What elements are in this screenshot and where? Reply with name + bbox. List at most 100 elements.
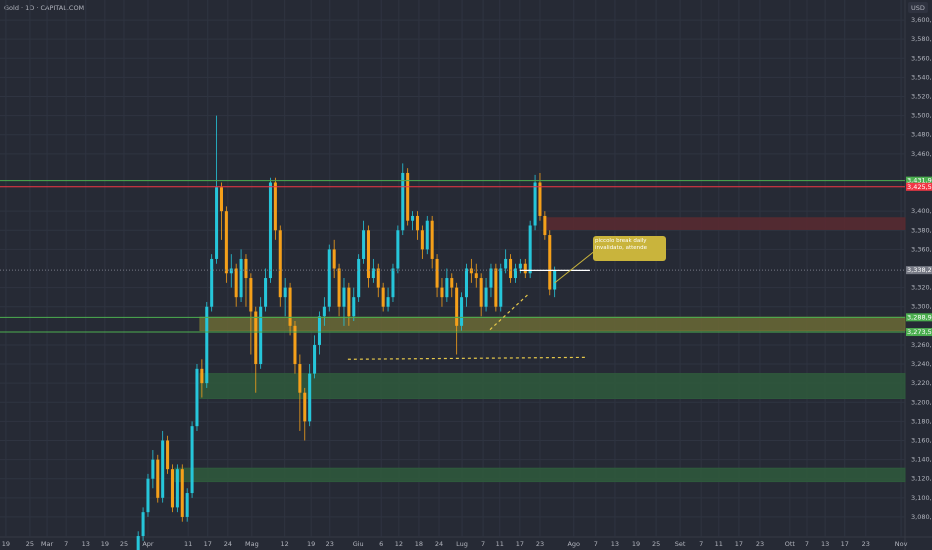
candle-body (396, 230, 400, 269)
x-tick-label: Ott (785, 540, 796, 548)
x-tick-label: 7 (64, 540, 68, 548)
candle-body (200, 368, 204, 384)
candle-body (156, 459, 160, 498)
x-tick-label: 11 (184, 540, 192, 548)
y-tick-label: 3,540,00 (911, 73, 932, 81)
y-tick-label: 3,260,00 (911, 341, 932, 349)
y-tick-label: 3,160,00 (911, 436, 932, 444)
candle-body (308, 373, 312, 422)
candle-body (464, 268, 468, 298)
candle-body (170, 469, 174, 508)
x-tick-label: Giu (353, 540, 364, 548)
y-tick-label: 3,520,00 (911, 93, 932, 101)
candle-body (278, 230, 282, 298)
x-tick-label: 25 (652, 540, 660, 548)
candle-body (362, 230, 366, 259)
x-tick-label: Mar (41, 540, 54, 548)
candle-body (538, 182, 542, 216)
y-tick-label: 3,380,00 (911, 226, 932, 234)
y-tick-label: 3,120,00 (911, 475, 932, 483)
candle-body (317, 316, 321, 345)
candle-body (528, 225, 532, 274)
candle-body (185, 493, 189, 517)
candle-body (553, 270, 557, 290)
candle-body (298, 364, 302, 393)
x-tick-label: Ago (567, 540, 580, 548)
candle-body (386, 297, 390, 307)
candle-body (161, 440, 165, 498)
x-tick-label: 17 (516, 540, 524, 548)
candle-body (489, 268, 493, 288)
candle-body (347, 287, 351, 317)
level-label: 3,288,90 (907, 313, 932, 321)
candle-body (166, 440, 170, 470)
candle-body (435, 258, 439, 288)
x-tick-label: 7 (594, 540, 598, 548)
zone (544, 217, 906, 230)
y-tick-label: 3,600,00 (911, 16, 932, 24)
candle-body (303, 392, 307, 422)
candle-body (342, 287, 346, 307)
chart-title: Gold · 1D · CAPITAL.COM (4, 4, 84, 12)
candle-body (440, 287, 444, 298)
x-tick-label: 7 (699, 540, 703, 548)
candle-body (479, 278, 483, 307)
x-tick-label: 23 (756, 540, 764, 548)
candle-body (229, 268, 233, 274)
x-tick-label: Mag (245, 540, 259, 548)
y-tick-label: 3,480,00 (911, 131, 932, 139)
candle-body (513, 268, 517, 279)
x-tick-label: 24 (435, 540, 443, 548)
annotation-box (593, 236, 666, 261)
candle-body (141, 512, 145, 537)
y-tick-label: 3,580,00 (911, 35, 932, 43)
candle-body (499, 268, 503, 307)
candle-body (293, 325, 297, 365)
candle-body (337, 268, 341, 307)
x-tick-label: 23 (862, 540, 870, 548)
candle-body (371, 268, 375, 279)
candle-body (391, 268, 395, 298)
level-label-box (906, 176, 932, 185)
x-tick-label: 23 (536, 540, 544, 548)
y-tick-label: 3,300,00 (911, 303, 932, 311)
candle-body (484, 287, 488, 307)
candle-body (352, 297, 356, 317)
annotation-pointer (554, 249, 597, 284)
candle-body (455, 287, 459, 326)
annotation-text: piccolo break daily invalidato, attende (595, 238, 648, 251)
x-tick-label: 19 (307, 540, 315, 548)
x-tick-label: 7 (481, 540, 485, 548)
level-label: 3,425,52 (907, 183, 932, 191)
candle-body (273, 182, 277, 231)
x-tick-label: 24 (224, 540, 232, 548)
x-tick-label: 19 (632, 540, 640, 548)
candle-body (425, 220, 429, 250)
level-label: 3,431,95 (907, 177, 932, 185)
x-tick-label: Lug (456, 540, 468, 548)
candle-body (533, 182, 537, 226)
candle-body (469, 268, 473, 274)
candle-body (518, 263, 522, 269)
y-tick-label: 3,560,00 (911, 54, 932, 62)
x-tick-label: Apr (142, 540, 154, 548)
candle-body (494, 268, 498, 307)
trend-line (489, 293, 529, 331)
x-tick-label: 17 (204, 540, 212, 548)
candle-body (415, 215, 419, 231)
candle-body (445, 278, 449, 298)
candle-body (180, 469, 184, 517)
x-tick-label: 17 (735, 540, 743, 548)
candle-body (195, 368, 199, 427)
zone (199, 316, 906, 332)
candle-body (283, 287, 287, 298)
currency-box (908, 2, 928, 13)
candle-body (327, 249, 331, 307)
candle-body (474, 273, 478, 279)
y-tick-label: 3,320,00 (911, 284, 932, 292)
x-tick-label: 19 (101, 540, 109, 548)
candle-body (268, 182, 272, 279)
y-tick-label: 3,100,00 (911, 494, 932, 502)
candle-body (523, 263, 527, 274)
